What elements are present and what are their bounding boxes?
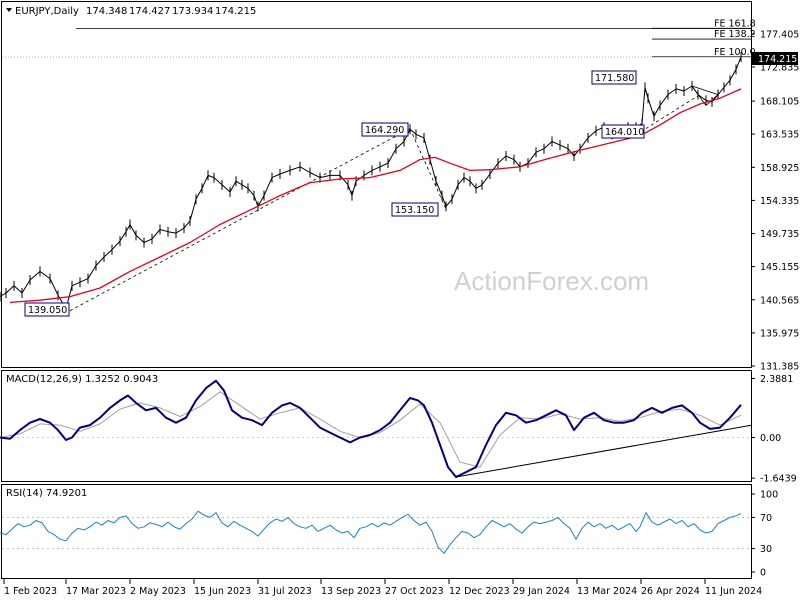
dashed-trendline	[409, 128, 447, 210]
current-price-box	[752, 52, 798, 65]
main-title: EURJPY,Daily	[15, 6, 79, 17]
y-tick-label: 154.335	[760, 196, 799, 207]
dropdown-triangle-icon[interactable]	[6, 8, 12, 12]
macd-trendline	[455, 424, 753, 478]
x-tick-label: 27 Oct 2023	[385, 586, 444, 597]
y-tick-label: 70	[760, 513, 772, 524]
annotation-box	[391, 202, 439, 217]
macd-series	[0, 379, 753, 478]
y-tick-label: 168.105	[760, 97, 799, 108]
dashed-trendline	[645, 94, 701, 129]
y-tick-label: 145.155	[760, 262, 799, 273]
fibo-levels: FE 161.8FE 138.2 FE 100.0	[2, 18, 756, 58]
fibo-label: FE 100.0	[714, 47, 756, 58]
y-tick-label: 30	[760, 544, 772, 555]
annotation-box	[24, 302, 70, 317]
macd-main-line	[0, 379, 742, 478]
y-tick-label: 135.975	[760, 328, 799, 339]
rsi-panel-frame	[1, 484, 752, 579]
y-tick-label: 131.385	[760, 362, 799, 373]
rsi-title: RSI(14) 74.9201	[6, 488, 87, 499]
rsi-line	[0, 510, 742, 554]
x-tick-label: 11 Jun 2024	[705, 586, 762, 597]
price-annotations: 139.050 164.290 153.150 171.580 164.010	[24, 70, 645, 317]
x-tick-label: 17 Mar 2023	[66, 586, 126, 597]
x-tick-label: 29 Jan 2024	[513, 586, 570, 597]
x-tick-label: 31 Jul 2023	[258, 586, 312, 597]
fibo-label: FE 138.2	[714, 29, 756, 40]
rsi-series	[0, 510, 751, 554]
x-tick-label: 1 Feb 2023	[4, 586, 57, 597]
y-tick-label: 158.925	[760, 163, 799, 174]
fibo-label: FE 161.8	[714, 18, 756, 29]
annotation-box	[601, 124, 645, 139]
ohlc-low: 173.934	[172, 6, 213, 17]
y-tick-label: 2.3881	[760, 374, 793, 385]
annotation-label: 171.580	[595, 73, 634, 84]
y-tick-label: 140.565	[760, 295, 799, 306]
macd-title: MACD(12,26,9) 1.3252 0.9043	[6, 374, 158, 385]
y-tick-label: 172.835	[760, 62, 799, 73]
annotation-label: 139.050	[28, 305, 67, 316]
ohlc-close: 174.215	[215, 6, 256, 17]
rsi-y-axis: 100 70 30 0	[751, 490, 778, 579]
x-tick-label: 26 Apr 2024	[641, 586, 700, 597]
y-tick-label: 149.735	[760, 229, 799, 240]
y-tick-label: -1.6439	[760, 474, 797, 485]
y-tick-label: 0	[760, 568, 766, 579]
y-tick-label: 163.535	[760, 130, 799, 141]
moving-average-line	[9, 88, 742, 304]
annotation-label: 164.290	[365, 125, 404, 136]
y-tick-label: 100	[760, 490, 778, 501]
x-tick-label: 2 May 2023	[130, 586, 186, 597]
main-y-axis: 177.405 172.835 168.105 163.535 158.925 154.3…	[751, 30, 799, 373]
x-tick-label: 13 Sep 2023	[321, 586, 381, 597]
macd-y-axis: 2.3881 0.00 -1.6439	[751, 374, 797, 485]
watermark: ActionForex.com	[454, 266, 649, 296]
x-axis: 1 Feb 2023 17 Mar 2023 2 May 2023 15 Jun 20…	[3, 579, 762, 597]
y-tick-label: 177.405	[760, 30, 799, 41]
annotation-box	[361, 122, 409, 137]
y-tick-label: 0.00	[760, 433, 781, 444]
annotation-label: 153.150	[395, 205, 434, 216]
main-panel-frame	[1, 1, 752, 368]
current-price-label: 174.215	[758, 54, 797, 65]
annotation-label: 164.010	[605, 127, 644, 138]
x-tick-label: 13 Mar 2024	[577, 586, 637, 597]
dashed-trendline	[69, 128, 411, 312]
ohlc-open: 174.348	[86, 6, 127, 17]
ohlc-high: 174.427	[129, 6, 170, 17]
x-tick-label: 15 Jun 2023	[194, 586, 251, 597]
annotation-box	[591, 70, 637, 85]
x-tick-label: 12 Dec 2023	[449, 586, 510, 597]
macd-panel-frame	[1, 370, 752, 482]
